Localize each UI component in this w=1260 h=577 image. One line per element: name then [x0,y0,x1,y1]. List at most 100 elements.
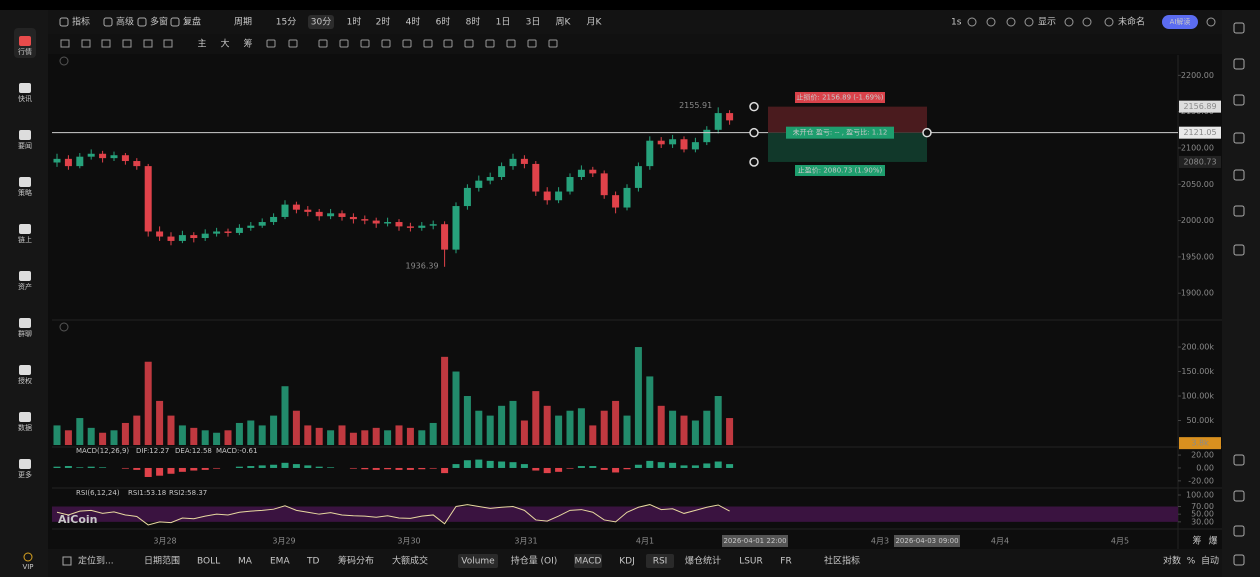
draw-icon[interactable] [266,39,276,48]
sub-indicator[interactable]: MACD [575,557,602,567]
bottom-item[interactable]: 日期范围 [144,555,180,567]
period[interactable]: 1日 [496,17,511,28]
order-handle[interactable] [749,127,759,138]
sub-indicator[interactable]: Volume [461,557,495,567]
draw-icon[interactable] [506,39,516,48]
draw-icon[interactable] [402,39,412,48]
indicator[interactable]: MA [238,557,253,567]
nav-icon[interactable] [19,130,31,140]
draw-icon[interactable] [527,39,537,48]
draw-icon[interactable] [81,39,91,48]
toolbar-icon[interactable] [1064,17,1074,27]
indicator[interactable]: EMA [270,557,290,567]
side-icon[interactable] [1233,454,1245,466]
toolbar-icon[interactable] [986,17,996,27]
draw-icon[interactable] [60,39,70,48]
nav-label[interactable]: 链上 [18,235,32,244]
nav-icon[interactable] [19,224,31,234]
nav-label[interactable]: 快讯 [18,94,32,103]
toolbar-item[interactable]: AI解读 [1170,17,1191,26]
nav-icon[interactable] [19,83,31,93]
corner-item[interactable]: 爆 [1208,535,1217,547]
nav-label[interactable]: 群聊 [18,329,32,338]
indicator[interactable]: TD [306,557,319,567]
vip-label[interactable]: VIP [22,563,33,571]
draw-icon[interactable] [548,39,558,48]
indicator[interactable]: 大额成交 [392,555,428,567]
sub-indicator[interactable]: 社区指标 [824,555,860,567]
toolbar-icon[interactable] [1104,17,1114,27]
side-icon[interactable] [1233,525,1245,537]
period[interactable]: 1时 [347,16,362,28]
draw-icon[interactable] [122,39,132,48]
order-handle[interactable] [749,157,759,167]
draw-icon[interactable] [288,39,298,48]
nav-label[interactable]: 策略 [18,188,32,197]
nav-label[interactable]: 数据 [18,423,32,432]
nav-icon[interactable] [19,459,31,469]
sub-indicator[interactable]: KDJ [619,557,635,567]
draw-icon[interactable] [485,39,495,48]
toolbar-icon[interactable] [1006,17,1016,27]
side-icon[interactable] [1233,169,1245,181]
side-icon[interactable] [1233,94,1245,106]
period[interactable]: 3日 [526,17,541,28]
nav-icon[interactable] [19,36,31,46]
nav-icon[interactable] [19,177,31,187]
scale-option[interactable]: 自动 [1201,555,1219,567]
toolbar-icon[interactable] [1082,17,1092,27]
draw-icon[interactable] [339,39,349,48]
draw-icon[interactable] [143,39,153,48]
period[interactable]: 4时 [406,16,421,28]
draw-item[interactable]: 大 [220,38,229,50]
side-icon[interactable] [1233,58,1245,70]
toolbar-item[interactable]: 未命名 [1118,16,1145,28]
draw-icon[interactable] [360,39,370,48]
bottom-item[interactable]: 定位到... [78,555,114,567]
nav-label[interactable]: 行情 [18,47,32,56]
toolbar-icon[interactable] [967,17,977,27]
sub-indicator[interactable]: RSI [653,557,668,567]
side-icon[interactable] [1233,244,1245,256]
period[interactable]: 6时 [436,16,451,28]
toolbar-icon[interactable] [1206,17,1216,27]
sub-indicator[interactable]: 持仓量 (OI) [511,555,558,567]
toolbar-item[interactable]: 多窗 [150,16,168,28]
order-handle[interactable] [749,101,759,112]
indicator[interactable]: BOLL [197,557,220,567]
draw-icon[interactable] [464,39,474,48]
nav-label[interactable]: 资产 [18,282,32,291]
period[interactable]: 月K [587,17,603,28]
side-icon[interactable] [1233,205,1245,217]
draw-icon[interactable] [443,39,453,48]
toolbar-item[interactable]: 1s [951,18,962,28]
nav-label[interactable]: 更多 [18,470,32,479]
nav-label[interactable]: 授权 [18,376,32,385]
indicator[interactable]: 筹码分布 [338,555,374,567]
draw-icon[interactable] [101,39,111,48]
sub-indicator[interactable]: 爆仓统计 [685,555,721,567]
toolbar-item[interactable]: 指标 [72,16,90,28]
scale-option[interactable]: 对数 [1163,555,1181,567]
draw-item[interactable]: 主 [197,38,206,50]
period[interactable]: 30分 [311,17,331,28]
nav-icon[interactable] [19,271,31,281]
nav-label[interactable]: 要闻 [18,141,32,150]
side-icon[interactable] [1233,132,1245,144]
side-icon[interactable] [1233,554,1245,566]
order-handle[interactable] [922,127,932,138]
draw-icon[interactable] [163,39,173,48]
draw-item[interactable]: 筹 [243,38,252,50]
corner-item[interactable]: 筹 [1192,535,1201,547]
period[interactable]: 周K [556,17,572,28]
sub-indicator[interactable]: FR [780,557,791,567]
ai-button[interactable] [1162,15,1198,29]
draw-icon[interactable] [318,39,328,48]
period[interactable]: 2时 [376,16,391,28]
toolbar-item[interactable]: 复盘 [183,16,201,28]
sub-indicator[interactable]: LSUR [739,557,763,567]
draw-icon[interactable] [381,39,391,48]
toolbar-icon[interactable] [1024,17,1034,27]
period[interactable]: 8时 [466,16,481,28]
nav-icon[interactable] [19,365,31,375]
